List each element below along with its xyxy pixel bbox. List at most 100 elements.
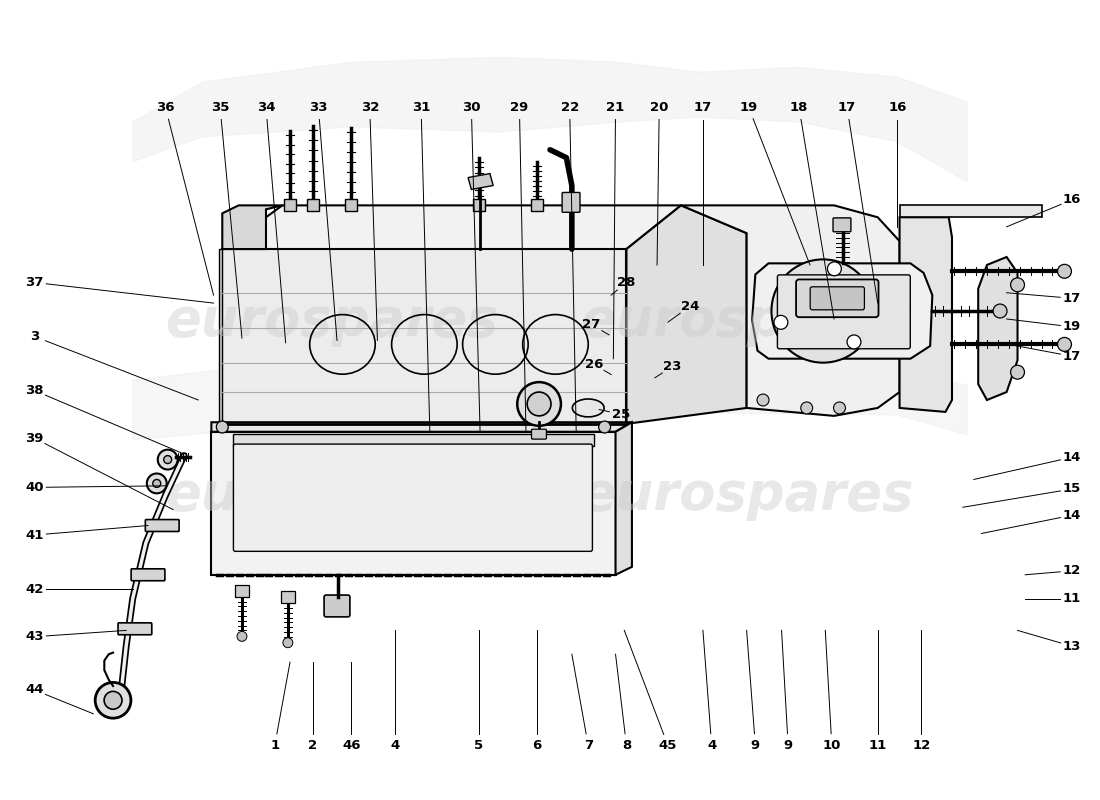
Text: 16: 16 — [888, 101, 906, 114]
FancyBboxPatch shape — [131, 569, 165, 581]
Text: 12: 12 — [912, 739, 931, 752]
Circle shape — [847, 335, 861, 349]
Text: 4: 4 — [390, 739, 399, 752]
Polygon shape — [752, 263, 933, 358]
Circle shape — [1057, 338, 1071, 351]
Polygon shape — [211, 432, 616, 574]
Text: 14: 14 — [1063, 509, 1081, 522]
Text: 3: 3 — [30, 330, 38, 343]
Circle shape — [236, 631, 246, 642]
Polygon shape — [219, 249, 222, 424]
Circle shape — [993, 304, 1007, 318]
FancyBboxPatch shape — [284, 199, 296, 211]
Text: 12: 12 — [1063, 564, 1081, 578]
Circle shape — [157, 450, 177, 470]
Text: 35: 35 — [211, 101, 229, 114]
Text: 24: 24 — [681, 300, 698, 313]
Text: 13: 13 — [1063, 640, 1081, 653]
Circle shape — [104, 691, 122, 710]
Polygon shape — [211, 422, 631, 432]
Polygon shape — [900, 218, 952, 412]
Circle shape — [283, 638, 293, 648]
Polygon shape — [900, 206, 1042, 218]
Circle shape — [598, 421, 611, 433]
Polygon shape — [222, 249, 627, 424]
FancyBboxPatch shape — [233, 444, 593, 551]
Text: 36: 36 — [156, 101, 175, 114]
Polygon shape — [222, 206, 283, 249]
Polygon shape — [133, 358, 967, 440]
Text: 5: 5 — [474, 739, 484, 752]
Text: 16: 16 — [1063, 194, 1081, 206]
Text: 40: 40 — [25, 481, 44, 494]
Text: 38: 38 — [25, 384, 44, 397]
Polygon shape — [978, 257, 1018, 400]
Polygon shape — [681, 206, 900, 416]
Text: 18: 18 — [790, 101, 808, 114]
FancyBboxPatch shape — [235, 585, 249, 597]
Text: 30: 30 — [462, 101, 481, 114]
Circle shape — [757, 394, 769, 406]
Text: 15: 15 — [1063, 482, 1081, 495]
Text: 1: 1 — [271, 739, 279, 752]
Circle shape — [217, 421, 229, 433]
FancyBboxPatch shape — [531, 199, 543, 211]
Text: 44: 44 — [25, 683, 44, 697]
Text: 34: 34 — [256, 101, 275, 114]
Text: 46: 46 — [342, 739, 361, 752]
FancyBboxPatch shape — [145, 519, 179, 531]
FancyBboxPatch shape — [307, 199, 319, 211]
Circle shape — [1011, 366, 1024, 379]
Text: 17: 17 — [694, 101, 712, 114]
FancyBboxPatch shape — [280, 591, 295, 603]
Polygon shape — [133, 58, 967, 182]
Text: 9: 9 — [751, 739, 760, 752]
Text: 17: 17 — [1063, 292, 1081, 305]
Circle shape — [517, 382, 561, 426]
Text: 45: 45 — [659, 739, 678, 752]
Circle shape — [527, 392, 551, 416]
Circle shape — [1057, 264, 1071, 278]
FancyBboxPatch shape — [833, 218, 851, 232]
Text: 17: 17 — [1063, 350, 1081, 363]
Text: 6: 6 — [532, 739, 541, 752]
Text: 32: 32 — [361, 101, 378, 114]
Text: eurospares: eurospares — [580, 470, 913, 522]
Text: 29: 29 — [510, 101, 528, 114]
Circle shape — [96, 682, 131, 718]
Circle shape — [774, 315, 788, 330]
Text: eurospares: eurospares — [580, 294, 913, 346]
Polygon shape — [222, 206, 681, 249]
Text: 21: 21 — [606, 101, 625, 114]
Text: 9: 9 — [783, 739, 793, 752]
FancyBboxPatch shape — [778, 275, 911, 349]
FancyBboxPatch shape — [796, 279, 879, 317]
Text: 39: 39 — [25, 432, 44, 445]
Circle shape — [793, 282, 853, 341]
Text: 37: 37 — [25, 276, 44, 289]
Polygon shape — [469, 174, 493, 190]
Text: 2: 2 — [308, 739, 318, 752]
Text: 20: 20 — [650, 101, 669, 114]
Ellipse shape — [572, 399, 604, 417]
Polygon shape — [627, 206, 747, 424]
Text: 41: 41 — [25, 529, 44, 542]
Text: 4: 4 — [707, 739, 716, 752]
Text: 19: 19 — [1063, 321, 1081, 334]
Text: 28: 28 — [617, 276, 636, 289]
Circle shape — [801, 402, 813, 414]
FancyBboxPatch shape — [811, 286, 865, 310]
Text: eurospares: eurospares — [165, 470, 498, 522]
Text: 27: 27 — [582, 318, 601, 331]
Text: 19: 19 — [739, 101, 758, 114]
FancyBboxPatch shape — [118, 623, 152, 634]
Polygon shape — [616, 422, 631, 574]
FancyBboxPatch shape — [531, 429, 547, 439]
Text: 33: 33 — [309, 101, 328, 114]
FancyBboxPatch shape — [233, 434, 594, 446]
Circle shape — [153, 479, 161, 487]
FancyBboxPatch shape — [562, 193, 580, 212]
Text: 10: 10 — [823, 739, 842, 752]
Text: 26: 26 — [584, 358, 603, 370]
Circle shape — [1011, 278, 1024, 292]
